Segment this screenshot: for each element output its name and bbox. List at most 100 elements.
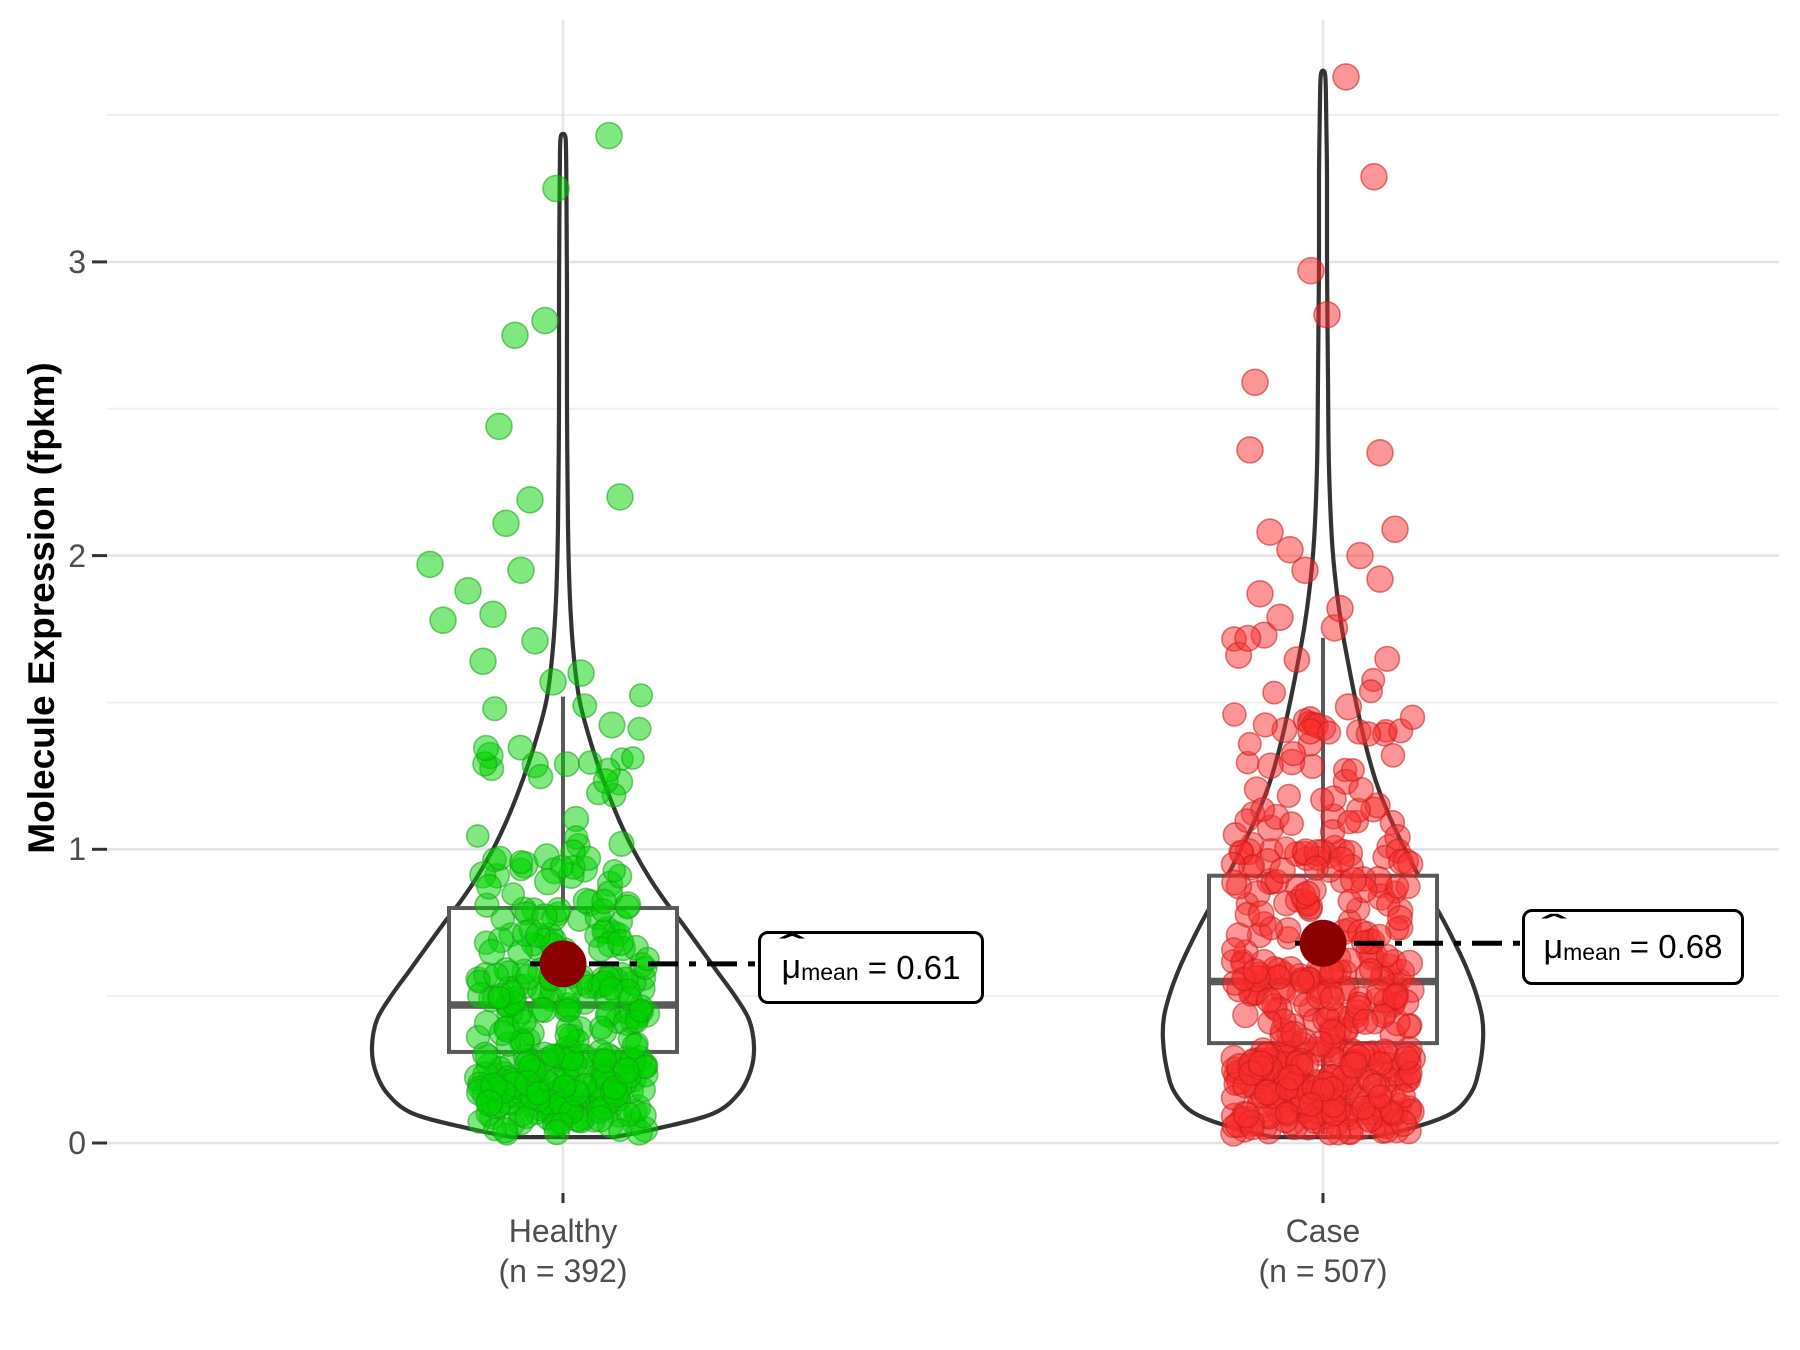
jitter-point — [555, 998, 581, 1023]
jitter-point — [1277, 1064, 1305, 1092]
jitter-point — [621, 1033, 648, 1060]
jitter-point — [1241, 854, 1266, 878]
jitter-point — [1232, 1001, 1259, 1029]
mean-annotation-healthy: ˆ μ mean = 0.61 — [758, 930, 984, 1004]
jitter-point — [1222, 702, 1247, 727]
jitter-point-outlier — [595, 121, 623, 150]
jitter-point — [1221, 869, 1248, 896]
jitter-point-outlier — [479, 600, 507, 629]
jitter-point — [1279, 811, 1305, 837]
jitter-point — [1234, 624, 1262, 652]
jitter-point — [1380, 742, 1406, 768]
jitter-point — [572, 693, 598, 719]
jitter-point — [1276, 783, 1302, 809]
jitter-point — [1395, 949, 1424, 977]
jitter-point — [1303, 855, 1329, 881]
jitter-point — [533, 867, 562, 896]
jitter-point — [487, 845, 513, 871]
jitter-point-outlier — [454, 576, 482, 605]
jitter-point — [1309, 787, 1335, 812]
jitter-point-outlier — [567, 659, 595, 687]
jitter-point-outlier — [1236, 436, 1264, 464]
jitter-point-outlier — [531, 306, 559, 335]
jitter-point — [1396, 850, 1424, 878]
jitter-point — [1374, 645, 1401, 672]
jitter-point — [487, 985, 512, 1010]
jitter-point — [1393, 1045, 1420, 1071]
jitter-point-outlier — [539, 668, 567, 696]
jitter-point-outlier — [429, 606, 457, 635]
jitter-point — [1386, 904, 1413, 931]
jitter-point — [1316, 720, 1342, 745]
jitter-point — [552, 1074, 577, 1099]
jitter-point — [1340, 757, 1365, 782]
jitter-point-outlier — [1381, 515, 1409, 544]
jitter-point-outlier — [1326, 594, 1354, 623]
jitter-point-outlier — [521, 626, 549, 655]
mean-annotation-case: ˆ μ mean = 0.68 — [1522, 909, 1744, 985]
jitter-point — [475, 1089, 504, 1117]
jitter-point — [606, 928, 635, 957]
jitter-point — [1257, 1009, 1283, 1035]
jitter-point — [592, 768, 619, 795]
jitter-point — [1352, 1008, 1379, 1036]
jitter-point — [628, 998, 653, 1023]
jitter-point-outlier — [1346, 541, 1374, 570]
jitter-point — [543, 1118, 570, 1146]
jitter-point — [491, 1117, 519, 1144]
jitter-point — [1337, 809, 1362, 835]
jitter-point — [482, 696, 508, 722]
jitter-point — [1237, 731, 1262, 757]
jitter-point — [1220, 937, 1247, 963]
jitter-point-outlier — [1266, 603, 1294, 632]
jitter-point-outlier — [1241, 368, 1269, 397]
jitter-point — [507, 734, 534, 761]
jitter-point-outlier — [492, 509, 520, 538]
jitter-point-outlier — [542, 174, 570, 203]
jitter-point-outlier — [469, 647, 497, 676]
jitter-point — [1247, 900, 1275, 928]
jitter-point-outlier — [507, 556, 535, 585]
jitter-point — [1274, 836, 1298, 860]
jitter-point — [1319, 985, 1346, 1012]
jitter-point — [627, 716, 652, 741]
jitter-point — [531, 903, 558, 930]
jitter-point — [586, 1104, 614, 1133]
jitter-point — [1269, 857, 1296, 884]
jitter-point — [1280, 740, 1307, 767]
jitter-point — [1232, 1101, 1260, 1129]
jitter-point-outlier — [516, 485, 544, 514]
jitter-point — [465, 824, 490, 848]
jitter-point-outlier — [416, 550, 444, 579]
jitter-point-outlier — [1276, 535, 1304, 564]
jitter-point-outlier — [1313, 300, 1341, 329]
jitter-point — [598, 976, 624, 1001]
jitter-point — [1255, 987, 1283, 1014]
jitter-point — [511, 1008, 537, 1035]
jitter-point — [614, 894, 641, 920]
jitter-point — [1242, 958, 1269, 985]
jitter-point — [501, 882, 526, 907]
jitter-point — [1399, 704, 1426, 731]
mean-subscript: mean — [1563, 938, 1621, 965]
jitter-point — [525, 1080, 551, 1106]
jitter-point — [1252, 712, 1279, 738]
jitter-point — [509, 849, 534, 875]
jitter-point — [554, 1022, 580, 1049]
jitter-point — [628, 683, 654, 708]
jitter-point — [515, 963, 542, 991]
jitter-point — [1358, 679, 1383, 704]
jitter-point — [540, 1043, 565, 1068]
jitter-point — [476, 873, 502, 900]
jitter-point — [1283, 646, 1311, 674]
jitter-point — [588, 1015, 614, 1040]
jitter-point — [620, 746, 645, 770]
jitter-point — [1375, 943, 1400, 968]
jitter-point — [1294, 880, 1321, 907]
jitter-point — [607, 1118, 632, 1143]
jitter-point — [575, 845, 602, 871]
